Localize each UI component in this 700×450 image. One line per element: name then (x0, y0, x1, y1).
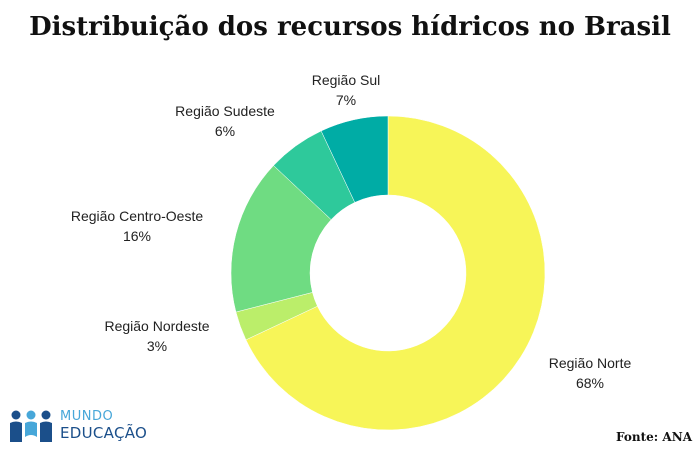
source-note: Fonte: ANA (616, 430, 692, 444)
slice-regi-o-norte (245, 115, 546, 431)
slice-name-norte: Região Norte (548, 355, 632, 371)
logo-line-mundo: MUNDO (60, 409, 114, 424)
slice-regi-o-centro-oeste (230, 165, 332, 313)
chart-title: Distribuição dos recursos hídricos no Br… (29, 12, 671, 42)
slice-label-norte: Região Norte 68% (549, 353, 632, 393)
slice-name-sudeste: Região Sudeste (175, 103, 275, 119)
slice-label-sudeste: Região Sudeste 6% (175, 101, 275, 141)
slice-value-sul: 7% (335, 92, 357, 108)
slice-name-nordeste: Região Nordeste (104, 318, 210, 334)
slice-value-sudeste: 6% (214, 123, 236, 139)
slice-value-norte: 68% (575, 375, 605, 391)
slice-value-nordeste: 3% (146, 338, 168, 354)
slice-name-sul: Região Sul (311, 72, 381, 88)
slice-label-nordeste: Região Nordeste 3% (104, 316, 209, 356)
slice-label-centro-oeste: Região Centro-Oeste 16% (71, 206, 203, 246)
slice-label-sul: Região Sul 7% (312, 70, 381, 110)
slice-regi-o-sul (320, 115, 389, 203)
slice-value-centro-oeste: 16% (122, 228, 152, 244)
mundo-educacao-logo: MUNDO EDUCAÇÃO (8, 408, 147, 444)
slice-name-centro-oeste: Região Centro-Oeste (70, 208, 204, 224)
logo-wordmark: MUNDO EDUCAÇÃO (60, 408, 147, 442)
logo-line-educacao: EDUCAÇÃO (60, 424, 148, 442)
people-icon (10, 410, 52, 442)
